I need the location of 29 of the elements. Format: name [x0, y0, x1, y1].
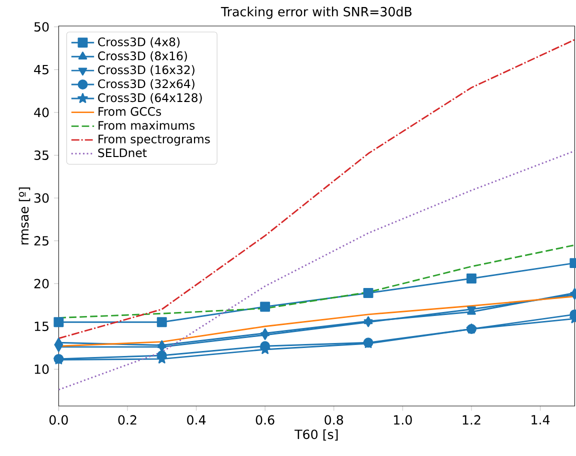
- x-tick-label: 1.4: [532, 415, 550, 424]
- y-tick-label: 45: [34, 64, 48, 74]
- chart-title: Tracking error with SNR=30dB: [220, 6, 412, 19]
- y-tick-label: 30: [34, 193, 49, 203]
- x-tick-label: 1.0: [394, 415, 412, 425]
- legend-label: From spectrograms: [98, 134, 210, 146]
- legend-label: Cross3D (16x32): [98, 65, 194, 76]
- legend-label: Cross3D (64x128): [98, 93, 202, 104]
- x-tick-label: 0.4: [187, 415, 206, 425]
- legend-label: From GCCs: [98, 107, 162, 116]
- y-tick-label: 25: [34, 236, 48, 246]
- y-tick-label: 40: [34, 108, 49, 118]
- x-tick-label: 1.2: [462, 415, 480, 425]
- y-tick-label: 15: [34, 322, 48, 332]
- y-tick-label: 50: [34, 22, 49, 32]
- y-axis-title: rmsae [º]: [18, 188, 30, 244]
- x-tick-label: 0.6: [256, 415, 274, 425]
- x-tick-label: 0.0: [49, 415, 68, 425]
- y-tick-label: 10: [34, 364, 49, 374]
- legend-label: Cross3D (4x8): [98, 37, 180, 48]
- y-tick-label: 20: [34, 278, 49, 288]
- legend-label: From maximums: [98, 120, 195, 130]
- x-tick-label: 0.8: [324, 415, 344, 425]
- y-tick-label: 35: [34, 150, 48, 160]
- legend-label: Cross3D (8x16): [98, 51, 187, 62]
- x-axis-title: T60 [s]: [294, 429, 338, 441]
- legend-label: Cross3D (32x64): [98, 79, 194, 90]
- x-tick-label: 0.2: [118, 415, 136, 425]
- legend-label: SELDnet: [98, 148, 147, 158]
